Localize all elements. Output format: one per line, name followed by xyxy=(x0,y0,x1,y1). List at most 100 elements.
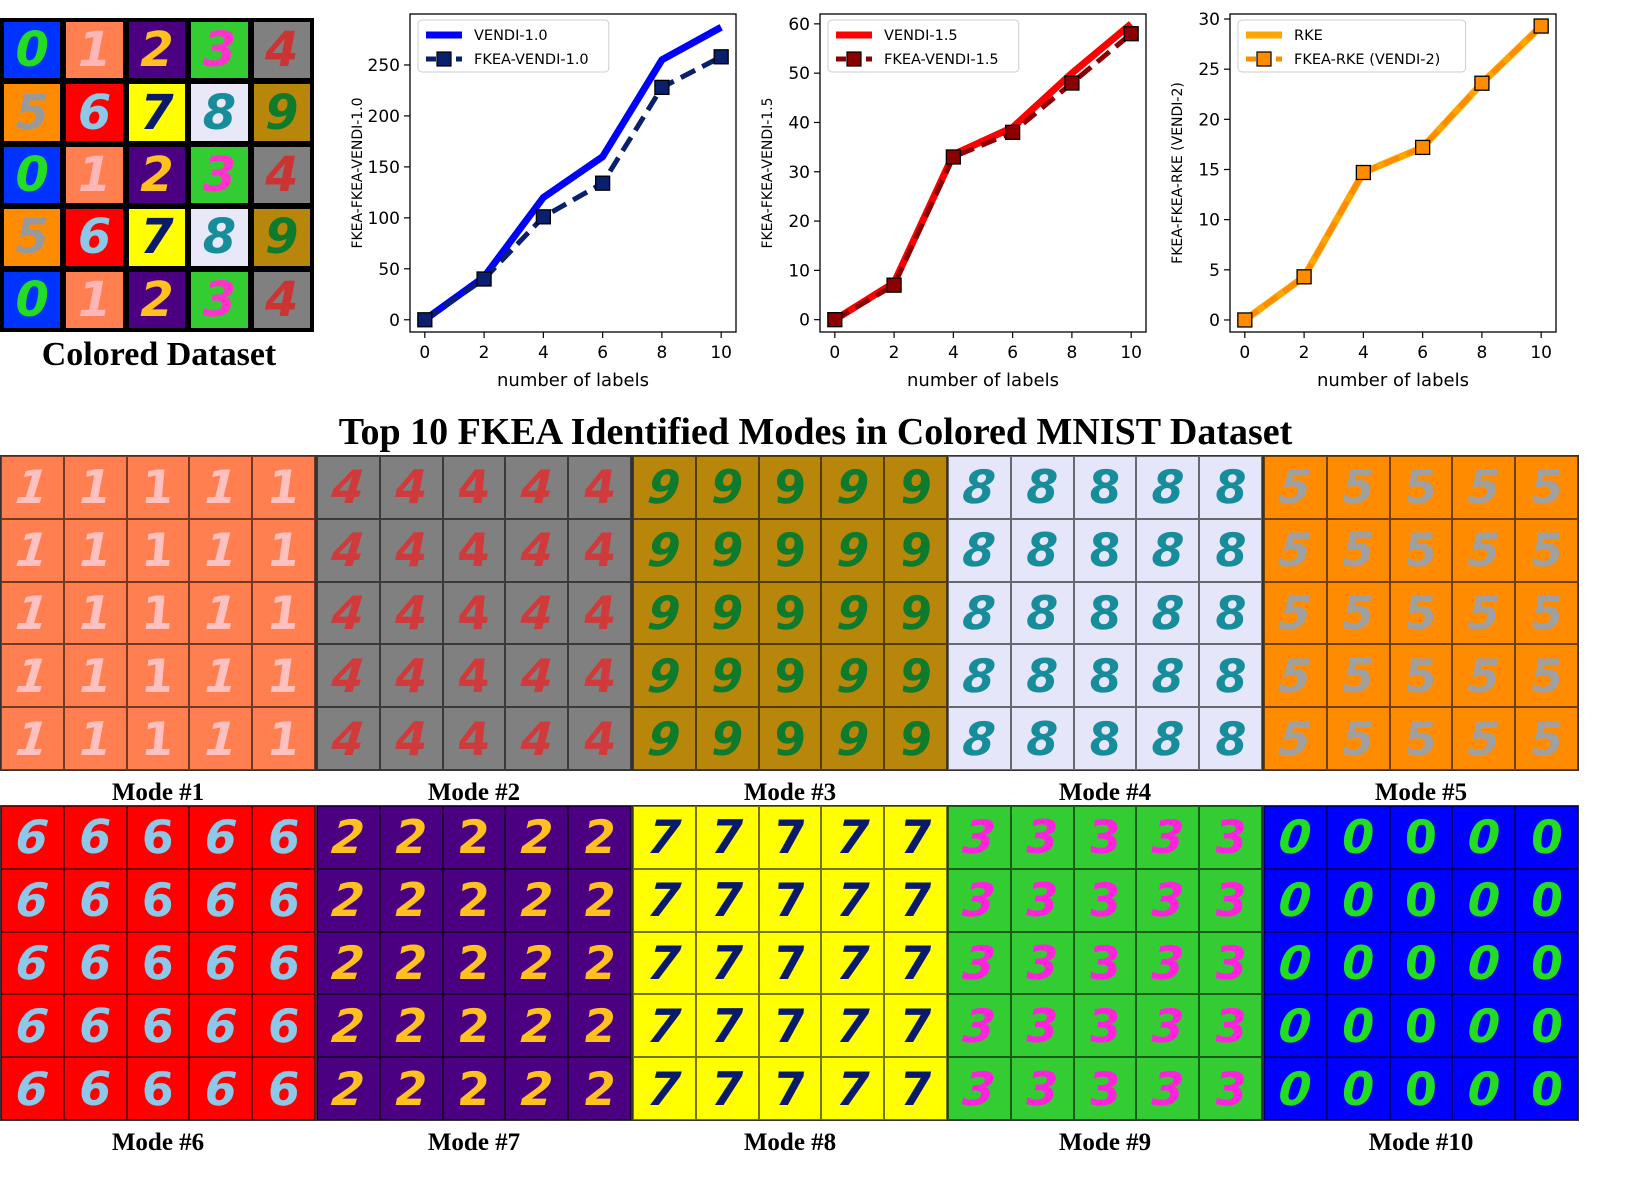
digit-glyph: 8 xyxy=(1150,523,1186,578)
mode-cell: 4 xyxy=(442,581,506,645)
mode-cell: 6 xyxy=(63,994,127,1058)
data-point xyxy=(945,149,962,165)
mode-cell: 7 xyxy=(821,931,885,995)
digit-glyph: 9 xyxy=(835,585,871,640)
mode-cell: 5 xyxy=(1452,644,1516,708)
digit-glyph: 5 xyxy=(1342,585,1375,640)
mode-cell: 6 xyxy=(189,868,253,932)
mode-cell: 8 xyxy=(1136,581,1200,645)
chart-vendi-1-0: 0 2 4 6 8 10 0 50 100 150 200 250 number of labels FK… xyxy=(340,0,740,410)
digit-glyph: 9 xyxy=(835,648,871,703)
digit-glyph: 4 xyxy=(329,585,368,640)
digit-glyph: 0 xyxy=(1276,998,1315,1053)
mode-cell: 3 xyxy=(948,806,1011,869)
mode-cell: 4 xyxy=(442,644,506,708)
digit-glyph: 4 xyxy=(519,711,555,766)
digit-glyph: 6 xyxy=(79,1061,112,1116)
mode-cell: 2 xyxy=(317,994,380,1058)
digit-glyph: 0 xyxy=(1529,998,1565,1053)
mode-cell: 0 xyxy=(1264,931,1327,995)
digit-glyph: 1 xyxy=(79,460,112,515)
mode-cell: 7 xyxy=(758,994,822,1058)
legend-marker xyxy=(1256,51,1272,67)
digit-glyph: 3 xyxy=(1026,810,1059,865)
x-axis-label: number of labels xyxy=(1317,370,1469,391)
mode-cell: 7 xyxy=(758,1057,822,1120)
mode-cell: 1 xyxy=(189,707,253,770)
digit-glyph: 7 xyxy=(711,810,744,865)
digit-glyph: 3 xyxy=(1086,810,1124,865)
mode-cell: 2 xyxy=(442,1057,506,1120)
mode-cell: 4 xyxy=(379,581,443,645)
digit-glyph: 5 xyxy=(1402,585,1440,640)
digit-glyph: 7 xyxy=(645,935,684,990)
mode-cell: 9 xyxy=(821,707,885,770)
mode-label: Mode #9 xyxy=(1058,1129,1152,1156)
y-axis-label: FKEA-FKEA-VENDI-1.0 xyxy=(350,97,366,248)
mode-cell: 2 xyxy=(568,931,631,995)
digit-glyph: 7 xyxy=(645,998,684,1053)
plot-frame xyxy=(1229,13,1557,333)
digit-glyph: 4 xyxy=(265,22,299,79)
digit-glyph: 3 xyxy=(960,998,999,1053)
mode-cell: 4 xyxy=(568,581,631,645)
dataset-cell: 5 xyxy=(3,208,62,267)
legend-box xyxy=(827,19,1020,73)
y-tick-label: 200 xyxy=(368,107,400,127)
mode-cell: 4 xyxy=(317,644,380,708)
mode-cell: 8 xyxy=(1136,644,1200,708)
x-tick-label: 2 xyxy=(479,343,490,363)
digit-glyph: 0 xyxy=(1466,1061,1502,1116)
mode-cell: 0 xyxy=(1326,931,1390,995)
digit-glyph: 5 xyxy=(1402,523,1440,578)
digit-glyph: 9 xyxy=(645,523,684,578)
digit-glyph: 2 xyxy=(455,810,493,865)
y-tick-label: 50 xyxy=(378,260,400,280)
digit-glyph: 1 xyxy=(77,22,112,79)
y-tick-label: 40 xyxy=(788,113,810,133)
digit-glyph: 7 xyxy=(711,1061,744,1116)
digit-glyph: 6 xyxy=(139,1061,177,1116)
digit-glyph: 2 xyxy=(455,935,493,990)
digit-glyph: 0 xyxy=(1342,1061,1375,1116)
digit-glyph: 7 xyxy=(645,873,684,928)
digit-glyph: 3 xyxy=(1213,935,1249,990)
mode-cell: 4 xyxy=(442,456,506,519)
digit-glyph: 7 xyxy=(711,935,744,990)
dataset-cell: 2 xyxy=(127,270,187,329)
digit-glyph: 6 xyxy=(79,998,112,1053)
mode-cell: 1 xyxy=(252,644,315,708)
digit-glyph: 9 xyxy=(835,523,871,578)
mode-cell: 6 xyxy=(126,806,190,869)
digit-glyph: 7 xyxy=(835,935,871,990)
mode-cell: 1 xyxy=(63,581,127,645)
digit-glyph: 9 xyxy=(265,209,299,266)
mode-cell: 5 xyxy=(1515,518,1578,582)
digit-glyph: 7 xyxy=(898,998,934,1053)
mode-cell: 1 xyxy=(126,644,190,708)
digit-glyph: 8 xyxy=(1213,460,1249,515)
mode-cell: 7 xyxy=(884,931,947,995)
mode-cell: 3 xyxy=(1199,806,1262,869)
digit-glyph: 5 xyxy=(1466,711,1502,766)
dataset-cell: 4 xyxy=(252,270,311,329)
y-tick-label: 0 xyxy=(1209,311,1220,331)
mode-cell: 3 xyxy=(1136,806,1200,869)
mode-cell: 9 xyxy=(884,456,947,519)
series-line-1 xyxy=(1243,24,1543,322)
digit-glyph: 6 xyxy=(13,810,52,865)
digit-glyph: 9 xyxy=(771,460,809,515)
legend-marker xyxy=(436,51,452,67)
dataset-cell: 6 xyxy=(65,83,124,142)
digit-glyph: 6 xyxy=(13,1061,52,1116)
digit-glyph: 8 xyxy=(1150,585,1186,640)
mode-cell: 1 xyxy=(126,456,190,519)
mode-cell: 4 xyxy=(379,644,443,708)
digit-glyph: 8 xyxy=(960,711,999,766)
digit-glyph: 6 xyxy=(77,209,112,266)
digit-glyph: 0 xyxy=(1402,873,1440,928)
digit-glyph: 5 xyxy=(1276,523,1315,578)
y-tick-label: 20 xyxy=(1198,110,1220,130)
mode-cell: 1 xyxy=(63,707,127,770)
